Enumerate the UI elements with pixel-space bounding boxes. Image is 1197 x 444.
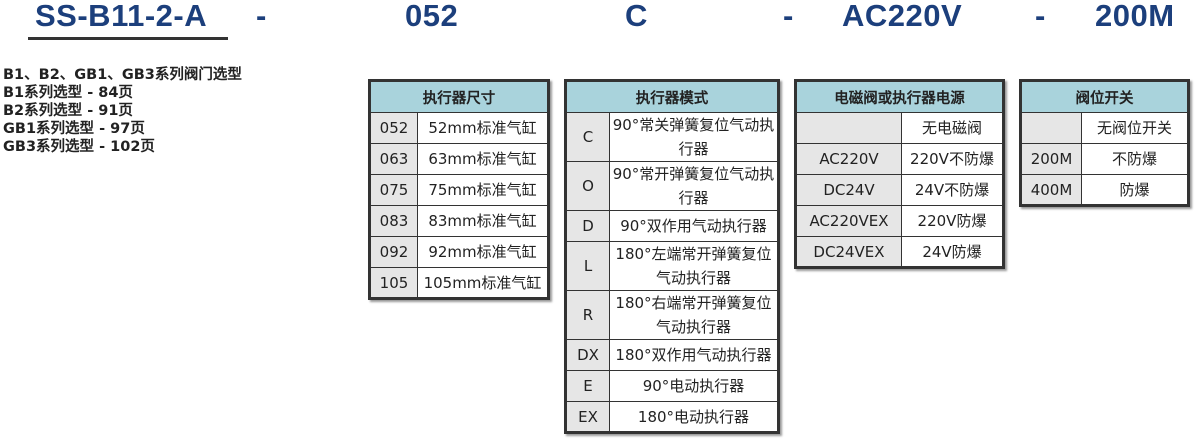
table-row: EX 180°电动执行器: [565, 401, 779, 433]
table-row: AC220V 220V不防爆: [795, 143, 1004, 175]
option-code: [1020, 112, 1082, 144]
option-description: 防爆: [1081, 174, 1189, 206]
table-row: 400M 防爆: [1020, 174, 1189, 206]
table-title: 执行器模式: [565, 80, 779, 113]
code-mode: C: [625, 0, 648, 33]
series-notes: B1、B2、GB1、GB3系列阀门选型 B1系列选型 - 84页 B2系列选型 …: [3, 66, 242, 156]
note: B1、B2、GB1、GB3系列阀门选型: [3, 67, 242, 83]
option-description: 220V防爆: [901, 205, 1004, 237]
table-row: D 90°双作用气动执行器: [565, 210, 779, 242]
table-row: R 180°右端常开弹簧复位气动执行器: [565, 290, 779, 340]
table-row: 052 52mm标准气缸: [369, 112, 549, 144]
code-separator: -: [783, 0, 794, 33]
option-description: 92mm标准气缸: [417, 236, 549, 268]
option-description: 180°双作用气动执行器: [609, 339, 779, 371]
option-code: 075: [369, 174, 418, 206]
table-row: AC220VEX 220V防爆: [795, 205, 1004, 237]
option-description: 90°双作用气动执行器: [609, 210, 779, 242]
table-row: DX 180°双作用气动执行器: [565, 339, 779, 371]
option-description: 90°电动执行器: [609, 370, 779, 402]
option-description: 75mm标准气缸: [417, 174, 549, 206]
code-power: AC220V: [842, 0, 963, 33]
option-description: 180°电动执行器: [609, 401, 779, 433]
option-code: DC24V: [795, 174, 902, 206]
valve-switch-table: 阀位开关 无阀位开关 200M 不防爆 400M 防爆: [1019, 79, 1190, 207]
option-code: 092: [369, 236, 418, 268]
table-title: 阀位开关: [1020, 80, 1189, 113]
table-row: DC24V 24V不防爆: [795, 174, 1004, 206]
option-description: 24V不防爆: [901, 174, 1004, 206]
table-row: O 90°常开弹簧复位气动执行器: [565, 161, 779, 211]
option-description: 180°右端常开弹簧复位气动执行器: [609, 290, 779, 340]
actuator-mode-table: 执行器模式 C 90°常关弹簧复位气动执行器 O 90°常开弹簧复位气动执行器 D 90°双…: [564, 79, 780, 434]
option-code: 105: [369, 267, 418, 299]
table-row: 200M 不防爆: [1020, 143, 1189, 175]
table-row: 083 83mm标准气缸: [369, 205, 549, 237]
table-row: 063 63mm标准气缸: [369, 143, 549, 175]
option-code: 052: [369, 112, 418, 144]
option-description: 52mm标准气缸: [417, 112, 549, 144]
underline: [28, 37, 228, 40]
table-title: 执行器尺寸: [369, 80, 549, 113]
option-description: 24V防爆: [901, 236, 1004, 268]
table-row: 105 105mm标准气缸: [369, 267, 549, 299]
option-description: 无阀位开关: [1081, 112, 1189, 144]
option-description: 83mm标准气缸: [417, 205, 549, 237]
option-description: 63mm标准气缸: [417, 143, 549, 175]
option-description: 105mm标准气缸: [417, 267, 549, 299]
option-code: R: [565, 290, 610, 340]
code-size: 052: [405, 0, 459, 33]
option-code: D: [565, 210, 610, 242]
option-description: 180°左端常开弹簧复位气动执行器: [609, 241, 779, 291]
option-code: 063: [369, 143, 418, 175]
table-row: 075 75mm标准气缸: [369, 174, 549, 206]
option-description: 不防爆: [1081, 143, 1189, 175]
option-description: 90°常关弹簧复位气动执行器: [609, 112, 779, 162]
table-row: L 180°左端常开弹簧复位气动执行器: [565, 241, 779, 291]
option-code: AC220V: [795, 143, 902, 175]
option-description: 90°常开弹簧复位气动执行器: [609, 161, 779, 211]
table-row: 无阀位开关: [1020, 112, 1189, 144]
table-row: E 90°电动执行器: [565, 370, 779, 402]
option-code: [795, 112, 902, 144]
table-row: 092 92mm标准气缸: [369, 236, 549, 268]
option-description: 无电磁阀: [901, 112, 1004, 144]
option-code: E: [565, 370, 610, 402]
option-code: 400M: [1020, 174, 1082, 206]
option-code: C: [565, 112, 610, 162]
option-code: 083: [369, 205, 418, 237]
note: B2系列选型 - 91页: [3, 103, 133, 119]
option-code: L: [565, 241, 610, 291]
power-table: 电磁阀或执行器电源 无电磁阀 AC220V 220V不防爆 DC24V 24V不防爆 AC2…: [794, 79, 1005, 269]
code-switch: 200M: [1095, 0, 1175, 33]
option-description: 220V不防爆: [901, 143, 1004, 175]
note: GB1系列选型 - 97页: [3, 121, 145, 137]
code-separator: -: [256, 0, 267, 33]
option-code: O: [565, 161, 610, 211]
actuator-size-table: 执行器尺寸 052 52mm标准气缸 063 63mm标准气缸 075 75mm标准气缸 08…: [368, 79, 550, 300]
note: B1系列选型 - 84页: [3, 85, 133, 101]
table-row: DC24VEX 24V防爆: [795, 236, 1004, 268]
option-code: DC24VEX: [795, 236, 902, 268]
table-row: C 90°常关弹簧复位气动执行器: [565, 112, 779, 162]
option-code: DX: [565, 339, 610, 371]
option-code: 200M: [1020, 143, 1082, 175]
table-row: 无电磁阀: [795, 112, 1004, 144]
note: GB3系列选型 - 102页: [3, 139, 155, 155]
option-code: EX: [565, 401, 610, 433]
code-series: SS-B11-2-A: [35, 0, 208, 33]
option-code: AC220VEX: [795, 205, 902, 237]
code-separator: -: [1035, 0, 1046, 33]
table-title: 电磁阀或执行器电源: [795, 80, 1004, 113]
